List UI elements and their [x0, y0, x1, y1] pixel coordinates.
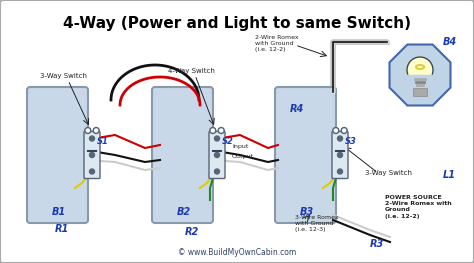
Circle shape	[337, 153, 343, 158]
Circle shape	[90, 169, 94, 174]
Polygon shape	[407, 57, 433, 74]
FancyBboxPatch shape	[27, 87, 88, 223]
Text: Output: Output	[232, 154, 254, 159]
Circle shape	[337, 169, 343, 174]
Text: 4-Way Switch: 4-Way Switch	[168, 68, 215, 74]
Circle shape	[211, 129, 214, 132]
Circle shape	[93, 128, 99, 134]
Text: B1: B1	[52, 207, 66, 217]
Text: 4-Way (Power and Light to same Switch): 4-Way (Power and Light to same Switch)	[63, 16, 411, 31]
FancyBboxPatch shape	[209, 132, 225, 179]
Text: B3: B3	[300, 207, 314, 217]
Bar	[413, 88, 427, 96]
Circle shape	[90, 136, 94, 141]
Circle shape	[337, 136, 343, 141]
Text: Input: Input	[232, 144, 248, 149]
Polygon shape	[390, 44, 450, 105]
Text: R3: R3	[370, 239, 384, 249]
Circle shape	[341, 128, 347, 134]
FancyBboxPatch shape	[275, 87, 336, 223]
Text: 3-Way Switch: 3-Way Switch	[40, 73, 87, 79]
FancyBboxPatch shape	[152, 87, 213, 223]
Text: S1: S1	[97, 137, 109, 146]
Text: B2: B2	[177, 207, 191, 217]
Circle shape	[210, 128, 216, 134]
Circle shape	[215, 169, 219, 174]
Circle shape	[90, 153, 94, 158]
Text: R4: R4	[290, 104, 304, 114]
Text: 2-Wire Romex
with Ground
(i.e. 12-2): 2-Wire Romex with Ground (i.e. 12-2)	[255, 35, 299, 52]
Text: 3-Way Switch: 3-Way Switch	[365, 170, 412, 176]
Text: B4: B4	[443, 37, 457, 47]
Circle shape	[220, 129, 223, 132]
Circle shape	[86, 129, 89, 132]
Circle shape	[333, 128, 339, 134]
Text: L1: L1	[443, 170, 456, 180]
FancyBboxPatch shape	[84, 132, 100, 179]
Text: S3: S3	[345, 137, 357, 146]
Circle shape	[95, 129, 98, 132]
Text: © www.BuildMyOwnCabin.com: © www.BuildMyOwnCabin.com	[178, 248, 296, 257]
Text: R2: R2	[185, 227, 199, 237]
FancyBboxPatch shape	[332, 132, 348, 179]
Circle shape	[334, 129, 337, 132]
Circle shape	[215, 153, 219, 158]
Circle shape	[215, 136, 219, 141]
Text: 3-Wire Romex
with Ground
(i.e. 12-3): 3-Wire Romex with Ground (i.e. 12-3)	[295, 215, 338, 232]
Circle shape	[85, 128, 91, 134]
Circle shape	[343, 129, 346, 132]
Text: POWER SOURCE
2-Wire Romex with
Ground
(i.e. 12-2): POWER SOURCE 2-Wire Romex with Ground (i…	[385, 195, 452, 219]
Text: R1: R1	[55, 224, 69, 234]
Circle shape	[218, 128, 224, 134]
Text: S2: S2	[222, 137, 234, 146]
